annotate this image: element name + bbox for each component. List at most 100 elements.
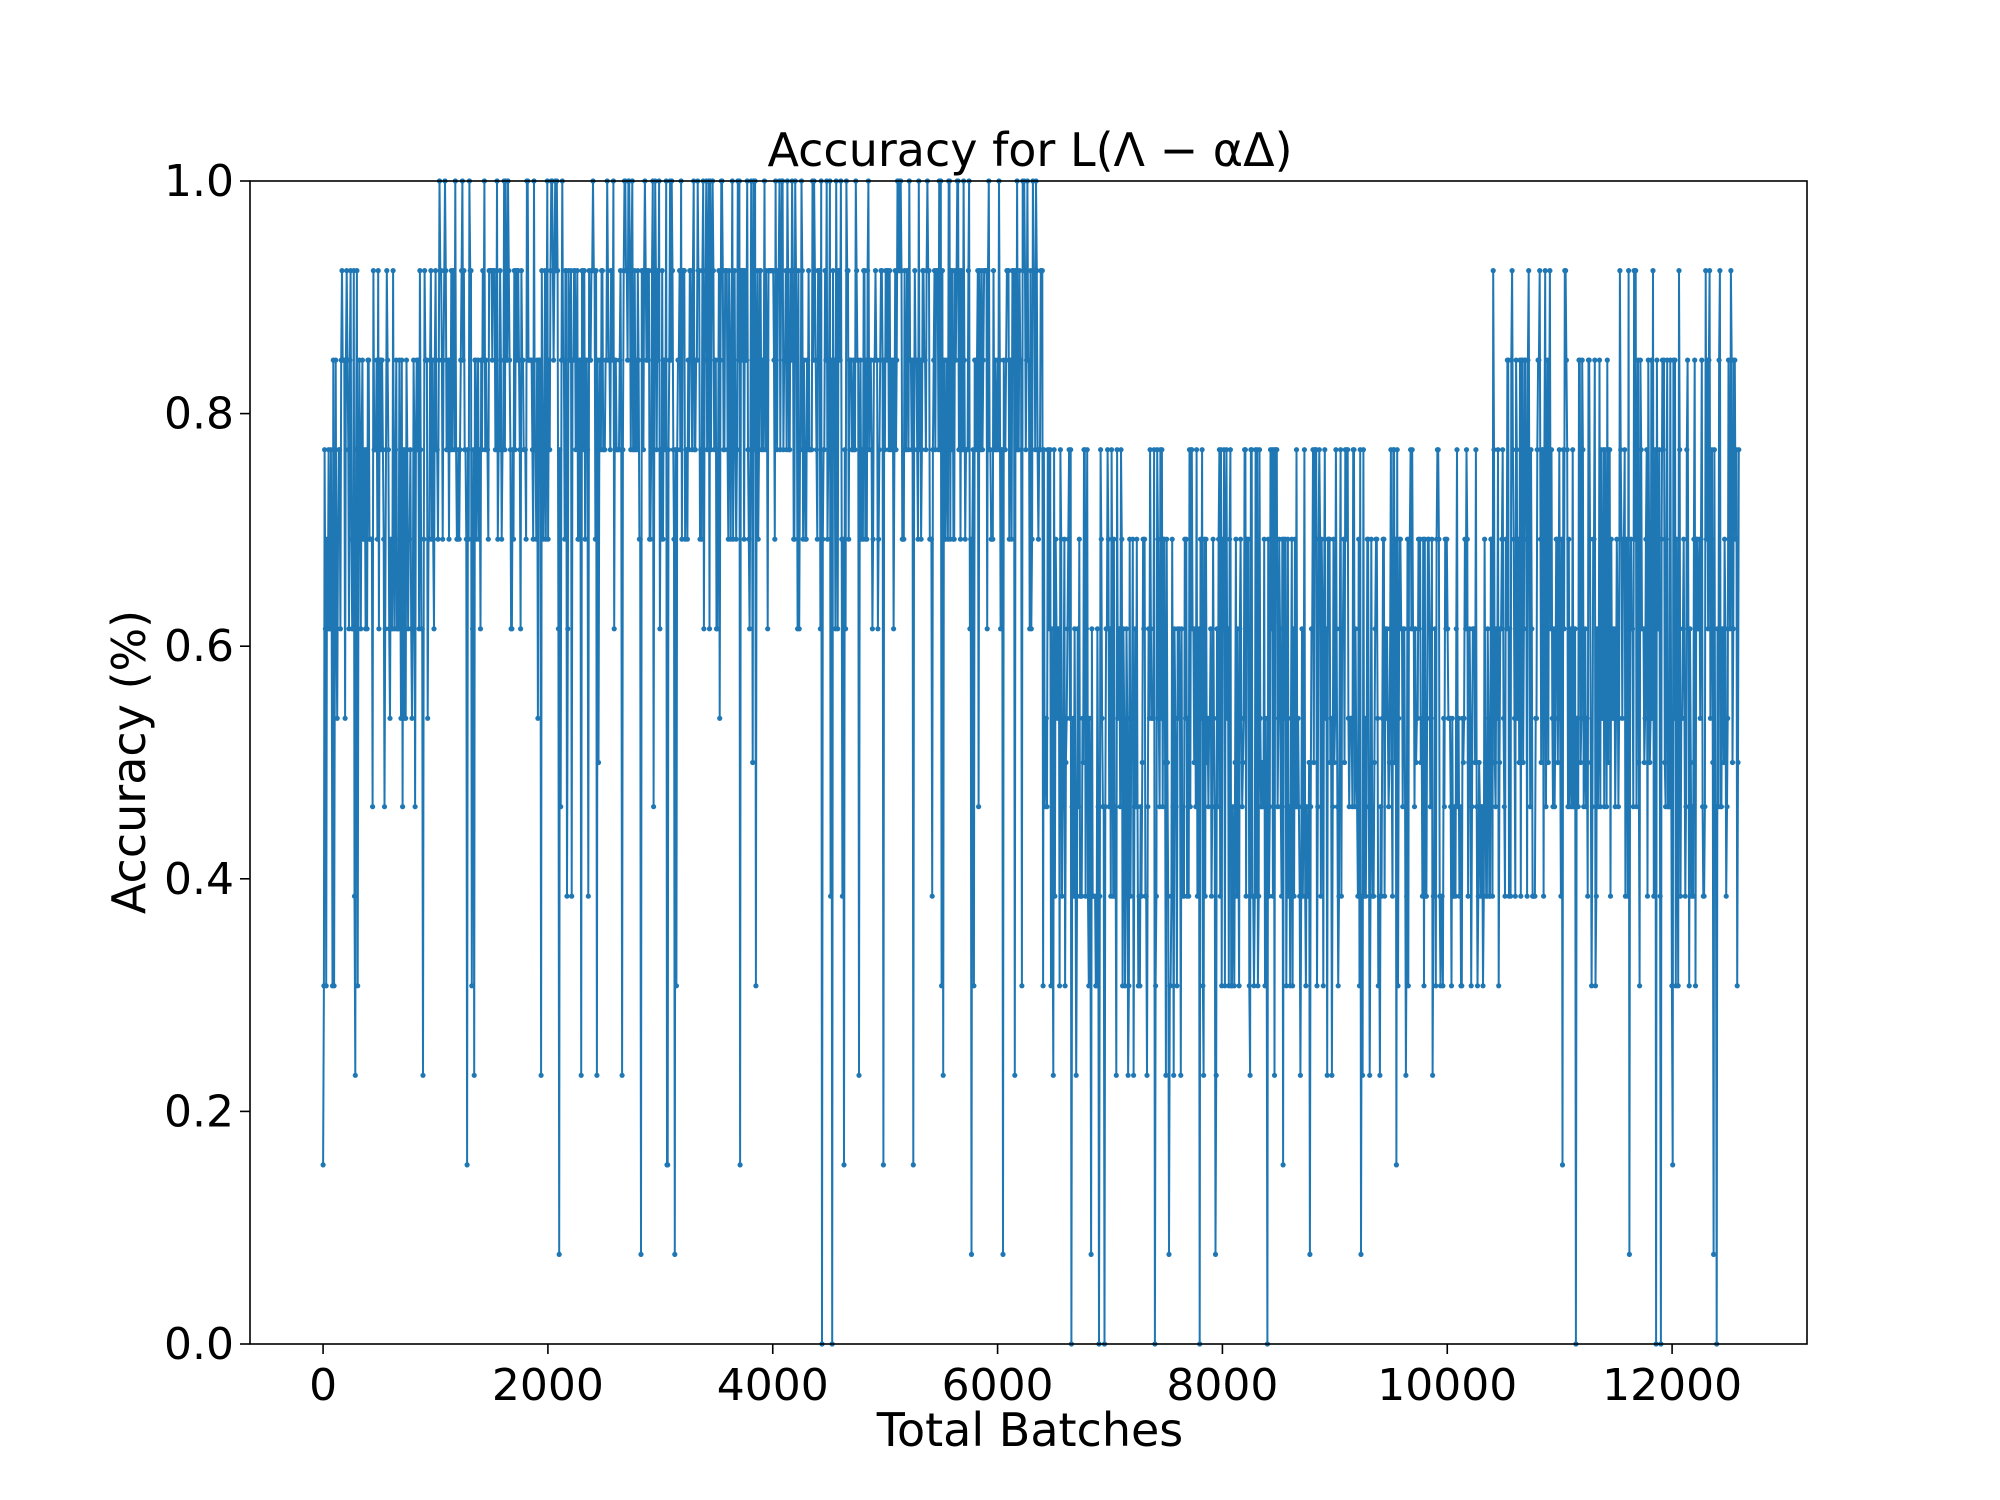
accuracy-point [1048, 983, 1054, 989]
accuracy-point [1619, 715, 1625, 721]
accuracy-point [512, 447, 518, 453]
accuracy-point [1034, 268, 1040, 274]
accuracy-point [794, 357, 800, 363]
accuracy-point [1396, 715, 1402, 721]
accuracy-point [407, 536, 413, 542]
accuracy-point [1626, 268, 1632, 274]
accuracy-point [1234, 893, 1240, 899]
accuracy-point [1225, 626, 1231, 632]
accuracy-point [755, 536, 761, 542]
accuracy-point [1217, 893, 1223, 899]
accuracy-point [358, 626, 364, 632]
accuracy-point [980, 357, 986, 363]
accuracy-point [1035, 536, 1041, 542]
accuracy-point [498, 357, 504, 363]
accuracy-point [701, 626, 707, 632]
accuracy-point [1567, 759, 1573, 766]
accuracy-point [1457, 804, 1463, 810]
accuracy-point [451, 268, 457, 274]
accuracy-point [957, 536, 964, 542]
accuracy-point [1142, 536, 1148, 542]
accuracy-point [1257, 715, 1263, 721]
accuracy-point [990, 536, 996, 542]
accuracy-point [1112, 804, 1119, 810]
accuracy-point [714, 626, 720, 632]
accuracy-point [854, 268, 860, 274]
accuracy-point [841, 1162, 847, 1168]
accuracy-point [359, 357, 365, 363]
accuracy-point [1607, 893, 1614, 899]
accuracy-point [580, 447, 587, 453]
accuracy-point [400, 804, 406, 810]
accuracy-point [1131, 1072, 1137, 1078]
accuracy-point [1040, 983, 1046, 989]
accuracy-point [1493, 626, 1499, 632]
accuracy-point [1556, 447, 1562, 453]
accuracy-point [1211, 715, 1217, 721]
accuracy-point [918, 536, 924, 542]
accuracy-point [476, 536, 482, 542]
accuracy-point [1105, 447, 1111, 453]
accuracy-point [355, 536, 362, 542]
accuracy-point [949, 447, 955, 453]
accuracy-point [1582, 626, 1588, 632]
accuracy-point [795, 268, 802, 274]
accuracy-point [320, 1162, 326, 1168]
accuracy-point [1618, 447, 1624, 453]
accuracy-point [1489, 893, 1496, 899]
accuracy-point [665, 1162, 671, 1168]
accuracy-point [1651, 893, 1657, 899]
accuracy-point [1354, 804, 1360, 810]
accuracy-point [1589, 804, 1595, 810]
accuracy-point [665, 447, 672, 453]
accuracy-point [1524, 893, 1530, 899]
accuracy-point [1510, 447, 1516, 453]
accuracy-point [558, 804, 564, 810]
accuracy-point [507, 357, 513, 363]
accuracy-point [1095, 804, 1101, 810]
accuracy-point [1134, 536, 1140, 542]
accuracy-point [1468, 983, 1474, 989]
accuracy-point [363, 447, 369, 453]
accuracy-point [1028, 626, 1034, 632]
accuracy-point [1022, 268, 1028, 274]
accuracy-point [1544, 357, 1551, 363]
accuracy-point [1037, 447, 1043, 453]
accuracy-point [636, 357, 642, 363]
accuracy-point [470, 626, 476, 632]
accuracy-point [1615, 804, 1621, 810]
accuracy-point [1223, 536, 1229, 542]
accuracy-point [660, 536, 666, 542]
accuracy-point [342, 715, 348, 721]
accuracy-point [1516, 759, 1522, 766]
accuracy-point [499, 536, 505, 542]
accuracy-point [1202, 893, 1208, 899]
accuracy-point [435, 536, 441, 542]
accuracy-point [770, 268, 776, 274]
accuracy-point [1687, 626, 1693, 632]
accuracy-point [1413, 759, 1419, 766]
accuracy-point [990, 268, 997, 274]
accuracy-point [1215, 804, 1221, 810]
accuracy-point [1012, 1072, 1018, 1078]
accuracy-point [939, 983, 945, 989]
accuracy-point [1362, 715, 1368, 721]
accuracy-point [1585, 893, 1591, 899]
accuracy-point [1051, 447, 1057, 453]
accuracy-point [1005, 268, 1012, 274]
accuracy-point [1111, 536, 1117, 542]
accuracy-point [1584, 715, 1590, 721]
accuracy-point [1512, 893, 1518, 899]
accuracy-point [820, 536, 826, 542]
accuracy-point [1256, 893, 1262, 899]
accuracy-point [1532, 893, 1538, 899]
accuracy-point [375, 268, 381, 274]
accuracy-point [658, 447, 664, 453]
accuracy-point [1728, 268, 1734, 274]
accuracy-point [1227, 447, 1233, 453]
accuracy-point [882, 447, 888, 453]
accuracy-point [1375, 983, 1381, 989]
accuracy-point [1166, 1251, 1172, 1257]
accuracy-point [1454, 447, 1460, 453]
accuracy-point [1593, 893, 1599, 899]
